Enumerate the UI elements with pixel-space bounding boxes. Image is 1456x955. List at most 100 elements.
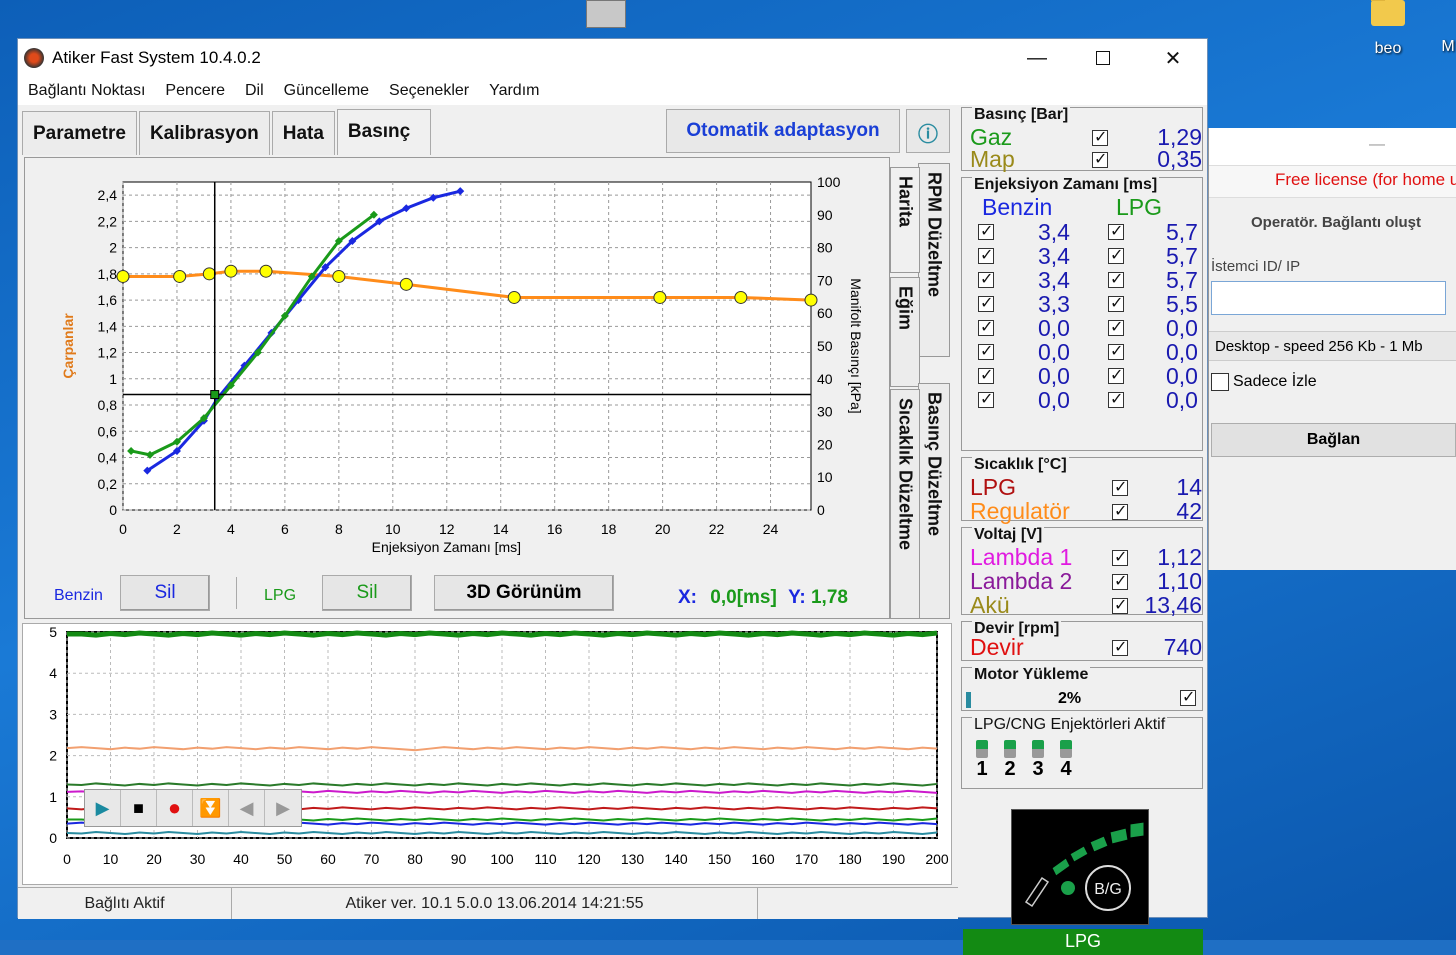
minimize-icon: — xyxy=(1027,46,1047,69)
client-id-input[interactable] xyxy=(1211,281,1446,315)
menu-secenekler[interactable]: Seçenekler xyxy=(389,82,470,99)
maximize-button[interactable] xyxy=(1068,39,1138,77)
lpg-inj-checkbox[interactable] xyxy=(1107,389,1124,409)
benzin-inj-checkbox[interactable] xyxy=(978,365,994,385)
lpg-inj-value: 0,0 xyxy=(1166,362,1198,389)
record-button[interactable]: ● xyxy=(157,790,193,826)
vtab-sicaklik[interactable]: Sıcaklık Düzeltme xyxy=(890,389,920,619)
benzin-inj-checkbox[interactable] xyxy=(978,389,994,409)
lpg-inj-checkbox[interactable] xyxy=(1107,245,1124,265)
lpg-temp-checkbox[interactable] xyxy=(1112,477,1128,497)
vtab-egim[interactable]: Eğim xyxy=(890,277,920,387)
benzin-inj-checkbox[interactable] xyxy=(978,245,994,265)
x-tick-label: 24 xyxy=(763,521,779,537)
series-point xyxy=(202,267,216,281)
info-button[interactable]: ⓘ xyxy=(906,109,950,153)
tab-hata[interactable]: Hata xyxy=(271,111,335,155)
connect-button[interactable]: Bağlan xyxy=(1211,423,1456,457)
vtab-basinc-duzeltme[interactable]: Basınç Düzeltme xyxy=(918,383,950,619)
lpg-inj-checkbox[interactable] xyxy=(1107,341,1124,361)
y2-tick-label: 60 xyxy=(817,305,833,321)
lpg-inj-checkbox[interactable] xyxy=(1107,269,1124,289)
tab-kalibrasyon[interactable]: Kalibrasyon xyxy=(138,111,270,155)
minimize-icon[interactable]: — xyxy=(1369,136,1385,153)
benzin-inj-checkbox[interactable] xyxy=(978,293,994,313)
y-tick-label: 0,4 xyxy=(98,450,118,466)
map-checkbox[interactable] xyxy=(1092,149,1108,169)
menu-guncelleme[interactable]: Güncelleme xyxy=(283,82,370,99)
lpg-inj-checkbox[interactable] xyxy=(1107,365,1124,385)
map-value: 0,35 xyxy=(1157,146,1202,172)
connection-status: Bağlıtı Aktif xyxy=(18,888,232,919)
desktop-icon-m[interactable]: M xyxy=(1440,38,1456,56)
close-button[interactable]: ✕ xyxy=(1138,39,1208,77)
vtab-rpm[interactable]: RPM Düzeltme xyxy=(918,163,950,357)
injection-row: 3,4 5,7 xyxy=(978,243,1198,269)
menu-pencere[interactable]: Pencere xyxy=(165,82,225,99)
benzin-inj-checkbox[interactable] xyxy=(978,317,994,337)
lpg-inj-checkbox[interactable] xyxy=(1107,221,1124,241)
lpg-col-header: LPG xyxy=(1116,194,1163,220)
marker-button[interactable]: ⏬ xyxy=(193,790,229,826)
lambda1-label: Lambda 1 xyxy=(970,544,1073,570)
statusbar: Bağlıtı Aktif Atiker ver. 10.1 5.0.0 13.… xyxy=(18,887,958,919)
engine-load-checkbox[interactable] xyxy=(1180,687,1196,707)
benzin-inj-checkbox[interactable] xyxy=(978,341,994,361)
menu-baglanti[interactable]: Bağlantı Noktası xyxy=(28,82,146,99)
tab-parametre[interactable]: Parametre xyxy=(22,111,137,155)
stop-button[interactable]: ■ xyxy=(121,790,157,826)
gaz-checkbox[interactable] xyxy=(1092,127,1108,147)
auto-adaptation-button[interactable]: Otomatik adaptasyon xyxy=(666,109,900,153)
x-tick-label: 14 xyxy=(493,521,509,537)
aku-checkbox[interactable] xyxy=(1112,595,1128,615)
forward-button[interactable]: ▶ xyxy=(265,790,301,826)
watch-only-checkbox[interactable]: Sadece İzle xyxy=(1209,361,1456,391)
series-point xyxy=(199,414,208,423)
lambda2-checkbox[interactable] xyxy=(1112,571,1128,591)
maximize-icon xyxy=(1096,51,1110,65)
checkbox-box[interactable] xyxy=(1211,373,1229,391)
minimize-button[interactable]: — xyxy=(1002,39,1072,77)
injector-item: 1 xyxy=(972,740,992,781)
3d-view-button[interactable]: 3D Görünüm xyxy=(434,575,614,611)
benzin-inj-checkbox[interactable] xyxy=(978,269,994,289)
series-point xyxy=(116,269,130,283)
speed-select[interactable]: Desktop - speed 256 Kb - 1 Mb xyxy=(1209,331,1456,361)
benzin-label: Benzin xyxy=(54,587,103,604)
menu-yardim[interactable]: Yardım xyxy=(489,82,540,99)
benzin-inj-checkbox[interactable] xyxy=(978,221,994,241)
clear-benzin-button[interactable]: Sil xyxy=(120,575,210,611)
tab-basinc[interactable]: Basınç xyxy=(336,109,431,155)
back-button[interactable]: ◀ xyxy=(229,790,265,826)
lpg-inj-checkbox[interactable] xyxy=(1107,317,1124,337)
strip-x-tick-label: 20 xyxy=(146,851,162,867)
regulator-row: Regulatör 42 xyxy=(970,498,1202,525)
vtab-label: Eğim xyxy=(895,286,916,331)
rpm-checkbox[interactable] xyxy=(1112,637,1128,657)
main-tabs: Parametre Kalibrasyon Hata Basınç xyxy=(22,109,433,155)
series-point xyxy=(369,210,378,219)
desktop-folder-beo[interactable]: beo xyxy=(1358,0,1418,58)
temperature-title: Sıcaklık [°C] xyxy=(972,456,1069,474)
status-spare xyxy=(758,888,958,919)
regulator-checkbox[interactable] xyxy=(1112,501,1128,521)
lambda1-checkbox[interactable] xyxy=(1112,547,1128,567)
injector-number: 3 xyxy=(1032,758,1044,780)
clear-lpg-button[interactable]: Sil xyxy=(322,575,412,611)
y2-tick-label: 70 xyxy=(817,272,833,288)
vtab-label: Sıcaklık Düzeltme xyxy=(895,398,916,551)
regulator-label: Regulatör xyxy=(970,498,1070,524)
vtab-harita[interactable]: Harita xyxy=(890,167,920,273)
play-button[interactable]: ▶ xyxy=(85,790,121,826)
menu-dil[interactable]: Dil xyxy=(245,82,264,99)
history-chart-svg[interactable]: 0 10 20 30 40 50 60 70 80 90 100 110 120 130 140 150 160… xyxy=(23,624,953,886)
strip-x-tick-label: 100 xyxy=(490,851,514,867)
stop-icon: ■ xyxy=(133,797,144,818)
lpg-inj-checkbox[interactable] xyxy=(1107,293,1124,313)
desktop-shortcut-icon[interactable] xyxy=(576,0,636,28)
multiplier-chart[interactable]: 0 2 4 6 8 10 12 14 16 18 20 22 2400,20,40,60,811,21,… xyxy=(25,158,891,568)
strip-x-tick-label: 70 xyxy=(364,851,380,867)
vertical-tabs: RPM Düzeltme Harita Eğim Basınç Düzeltme… xyxy=(890,163,950,623)
injector-number: 4 xyxy=(1060,758,1072,780)
y-tick-label: 2,2 xyxy=(98,213,118,229)
